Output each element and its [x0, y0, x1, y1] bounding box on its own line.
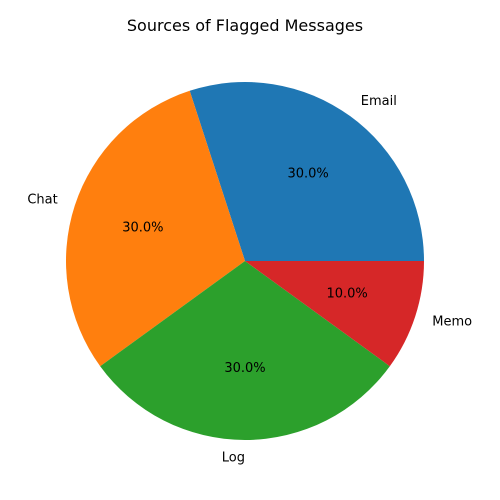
chart-title: Sources of Flagged Messages [127, 16, 363, 35]
percent-label-memo: 10.0% [326, 287, 367, 302]
pie-slice-email [189, 82, 424, 262]
pie-slice-log [100, 261, 390, 440]
percent-label-chat: 30.0% [122, 220, 163, 235]
percent-label-email: 30.0% [287, 167, 328, 182]
pie-slices [65, 82, 424, 440]
pie-slice-chat [65, 90, 245, 367]
pie-labels: Email 30.0% Chat 30.0% Log 30.0% Memo 10.0% [27, 94, 472, 465]
slice-label-log: Log [222, 450, 245, 465]
percent-label-log: 30.0% [224, 361, 265, 376]
slice-label-chat: Chat [27, 193, 57, 208]
slice-label-email: Email [361, 94, 397, 109]
pie-slice-memo [245, 261, 424, 367]
slice-label-memo: Memo [432, 314, 472, 329]
